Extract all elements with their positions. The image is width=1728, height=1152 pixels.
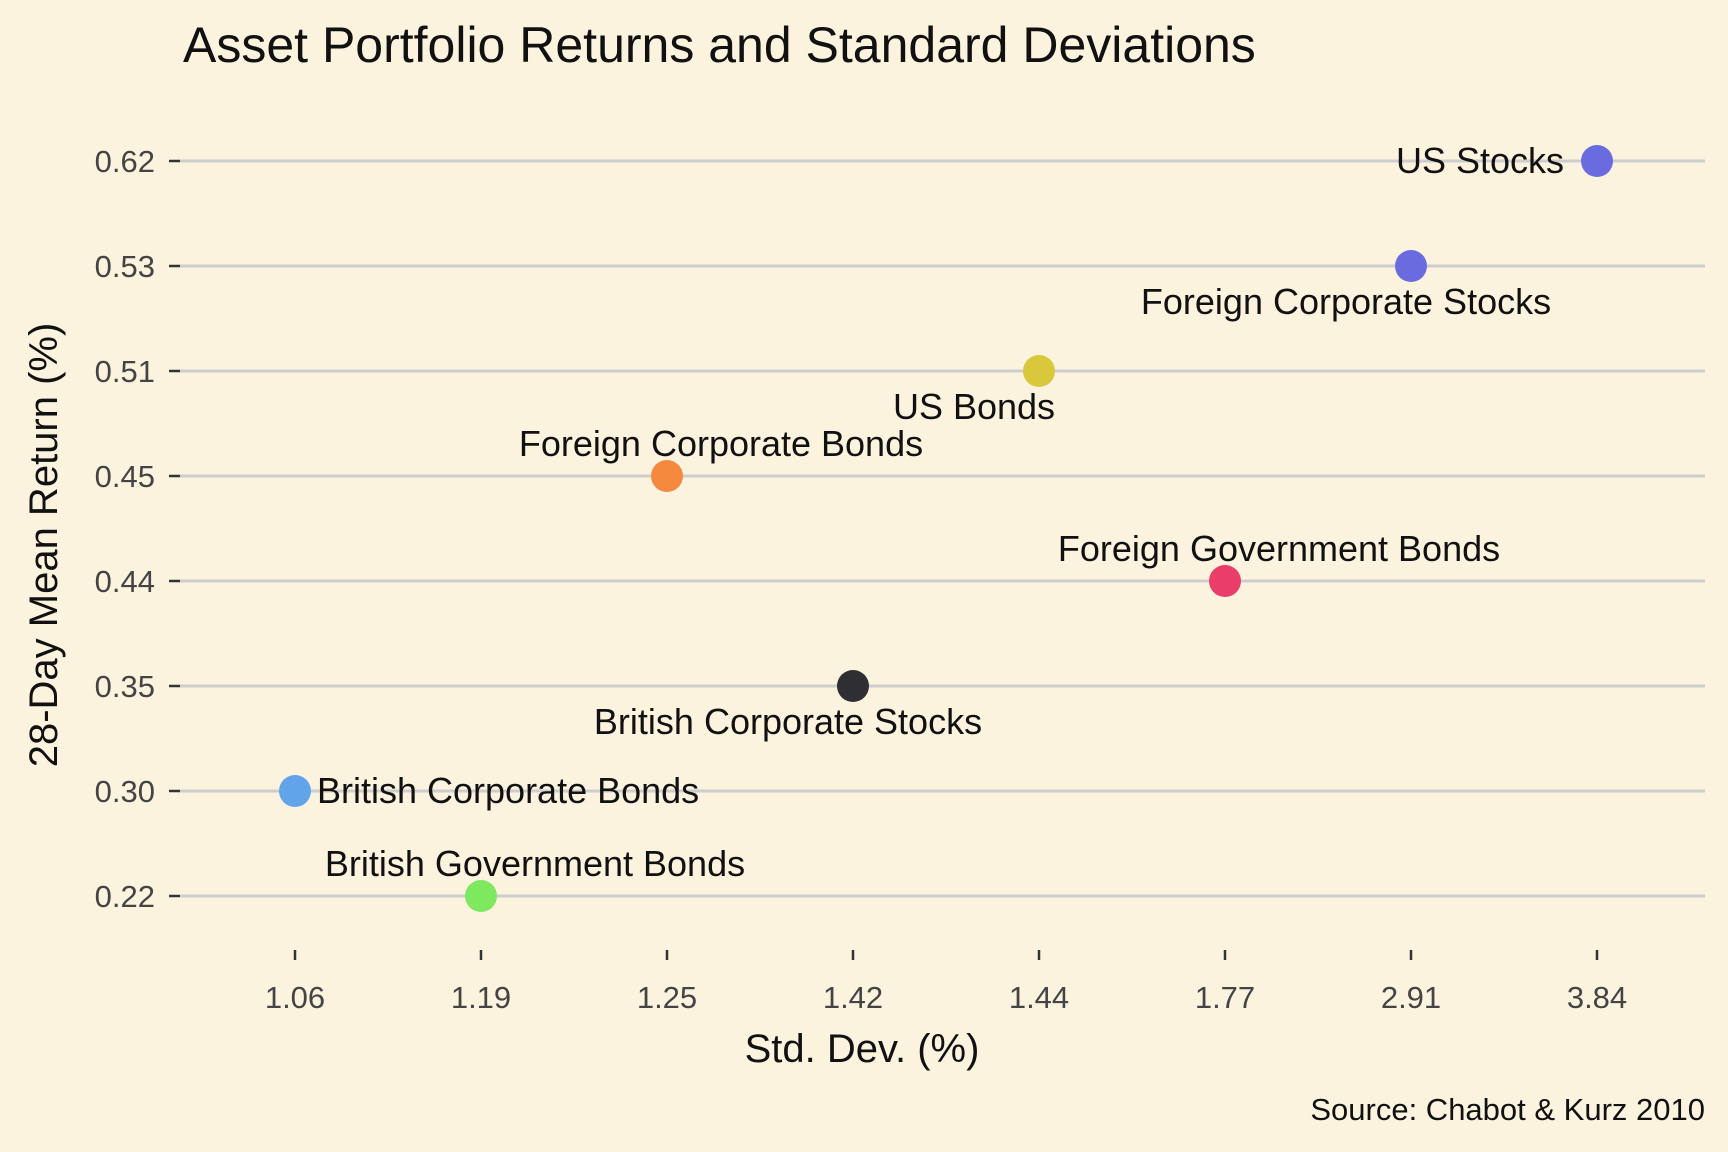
point-label: Foreign Corporate Bonds	[519, 423, 923, 464]
y-axis-title: 28-Day Mean Return (%)	[22, 323, 66, 768]
grid-lines	[180, 159, 1705, 898]
y-tick-label: 0.35	[95, 669, 155, 704]
point-label: Foreign Corporate Stocks	[1141, 281, 1551, 322]
y-tick-label: 0.53	[95, 249, 155, 284]
data-point	[279, 775, 311, 807]
y-tick-label: 0.30	[95, 774, 155, 809]
point-label: British Government Bonds	[325, 843, 745, 884]
y-axis: 0.22 0.30 0.35 0.44 0.45 0.51 0.53 0.62	[95, 144, 180, 914]
x-tick-label: 1.25	[637, 980, 697, 1015]
x-axis: 1.06 1.19 1.25 1.42 1.44 1.77 2.91 3.84	[265, 950, 1627, 1015]
x-tick-label: 1.44	[1009, 980, 1069, 1015]
x-axis-title: Std. Dev. (%)	[745, 1027, 980, 1071]
y-tick-label: 0.45	[95, 459, 155, 494]
x-tick-label: 3.84	[1567, 980, 1627, 1015]
point-label: British Corporate Stocks	[594, 701, 982, 742]
point-labels: US Stocks Foreign Corporate Stocks US Bond…	[317, 140, 1564, 884]
data-point	[465, 880, 497, 912]
point-label: British Corporate Bonds	[317, 770, 699, 811]
point-label: US Bonds	[893, 386, 1055, 427]
x-tick-label: 1.06	[265, 980, 325, 1015]
chart-caption: Source: Chabot & Kurz 2010	[1310, 1092, 1705, 1127]
x-tick-label: 1.77	[1195, 980, 1255, 1015]
data-point	[837, 670, 869, 702]
chart-title: Asset Portfolio Returns and Standard Dev…	[183, 17, 1256, 73]
data-point	[651, 460, 683, 492]
y-tick-label: 0.22	[95, 879, 155, 914]
x-tick-label: 2.91	[1381, 980, 1441, 1015]
y-tick-label: 0.51	[95, 354, 155, 389]
y-tick-label: 0.62	[95, 144, 155, 179]
x-tick-label: 1.42	[823, 980, 883, 1015]
data-point	[1395, 250, 1427, 282]
data-point	[1581, 145, 1613, 177]
data-points	[279, 145, 1613, 912]
point-label: Foreign Government Bonds	[1058, 528, 1500, 569]
data-point	[1023, 355, 1055, 387]
point-label: US Stocks	[1396, 140, 1564, 181]
x-tick-label: 1.19	[451, 980, 511, 1015]
y-tick-label: 0.44	[95, 564, 155, 599]
data-point	[1209, 565, 1241, 597]
